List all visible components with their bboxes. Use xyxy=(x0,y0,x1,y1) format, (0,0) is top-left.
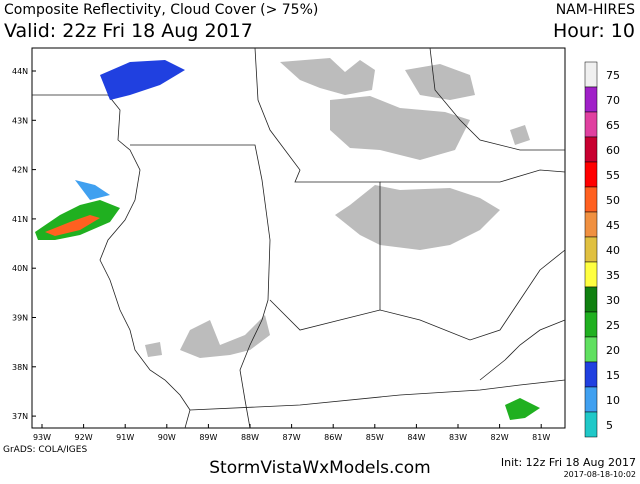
colorbar-label: 50 xyxy=(606,194,620,207)
colorbar-label: 70 xyxy=(606,94,620,107)
colorbar-box xyxy=(584,236,598,263)
colorbar-label: 10 xyxy=(606,394,620,407)
radar-echoes xyxy=(35,60,540,420)
lat-label: 40N xyxy=(12,264,28,273)
grads-credit: GrADS: COLA/IGES xyxy=(3,445,87,455)
model-name: NAM-HIRES xyxy=(556,2,635,18)
colorbar-label: 35 xyxy=(606,269,620,282)
colorbar-box xyxy=(584,61,598,88)
colorbar-label: 65 xyxy=(606,119,620,132)
lon-label: 85W xyxy=(366,433,384,442)
timestamp: 2017-08-18-10:02 xyxy=(564,470,636,479)
colorbar-label: 55 xyxy=(606,169,620,182)
colorbar-box xyxy=(584,336,598,363)
lon-label: 92W xyxy=(75,433,93,442)
cloud-cover xyxy=(145,58,530,358)
lon-label: 91W xyxy=(116,433,134,442)
lat-label: 41N xyxy=(12,215,28,224)
colorbar-box xyxy=(584,361,598,388)
lon-label: 83W xyxy=(449,433,467,442)
colorbar-box xyxy=(584,211,598,238)
colorbar-label: 20 xyxy=(606,344,620,357)
lon-label: 87W xyxy=(283,433,301,442)
lon-label: 88W xyxy=(241,433,259,442)
borders xyxy=(32,47,566,429)
colorbar-box xyxy=(584,86,598,113)
colorbar-box xyxy=(584,386,598,413)
colorbar-box xyxy=(584,311,598,338)
lon-label: 90W xyxy=(158,433,176,442)
lat-label: 37N xyxy=(12,412,28,421)
lon-label: 84W xyxy=(407,433,425,442)
colorbar-label: 75 xyxy=(606,69,620,82)
longitude-labels: 93W 92W 91W 90W 89W 88W 87W 86W 85W 84W 83W 82W 81W xyxy=(33,424,550,442)
colorbar-label: 5 xyxy=(606,419,613,432)
colorbar-label: 40 xyxy=(606,244,620,257)
lat-label: 43N xyxy=(12,116,28,125)
map-frame xyxy=(31,47,566,429)
colorbar-box xyxy=(584,111,598,138)
lon-label: 82W xyxy=(491,433,509,442)
lat-label: 38N xyxy=(12,363,28,372)
colorbar-label: 30 xyxy=(606,294,620,307)
colorbar-box xyxy=(584,186,598,213)
colorbar-label: 15 xyxy=(606,369,620,382)
colorbar-box xyxy=(584,286,598,313)
colorbar-box xyxy=(584,161,598,188)
lat-label: 39N xyxy=(12,314,28,323)
colorbar: 75 70 65 60 55 50 45 40 35 30 25 20 15 10 5 xyxy=(584,61,620,438)
forecast-hour: Hour: 10 xyxy=(553,20,635,42)
product-title: Composite Reflectivity, Cloud Cover (> 7… xyxy=(4,2,318,18)
colorbar-box xyxy=(584,411,598,438)
map-area xyxy=(31,47,566,429)
lat-label: 44N xyxy=(12,67,28,76)
site-name: StormVistaWxModels.com xyxy=(209,458,431,478)
lon-label: 89W xyxy=(199,433,217,442)
init-time: Init: 12z Fri 18 Aug 2017 xyxy=(501,456,636,469)
lon-label: 81W xyxy=(532,433,550,442)
colorbar-box xyxy=(584,136,598,163)
latitude-labels: 44N 43N 42N 41N 40N 39N 38N 37N xyxy=(12,67,36,421)
lat-label: 42N xyxy=(12,166,28,175)
colorbar-label: 60 xyxy=(606,144,620,157)
lon-label: 86W xyxy=(324,433,342,442)
colorbar-label: 45 xyxy=(606,219,620,232)
colorbar-label: 25 xyxy=(606,319,620,332)
colorbar-box xyxy=(584,261,598,288)
valid-time: Valid: 22z Fri 18 Aug 2017 xyxy=(4,20,253,42)
lon-label: 93W xyxy=(33,433,51,442)
